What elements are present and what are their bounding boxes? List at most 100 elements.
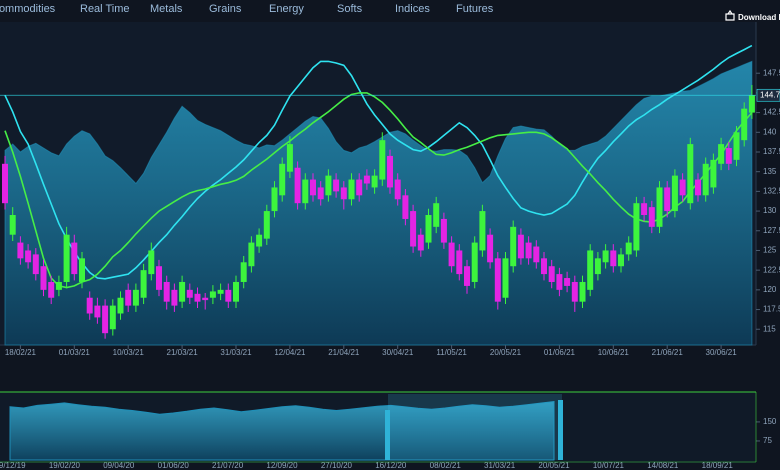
download-icon[interactable]: [725, 9, 735, 21]
candle-body: [217, 289, 224, 294]
y-tick-label: 137.5: [763, 147, 780, 156]
candle-body: [17, 242, 24, 259]
y-tick-label: 127.5: [763, 226, 780, 235]
candle-body: [456, 250, 463, 275]
candle-body: [263, 211, 270, 239]
nav-bar: Commodities Real Time Metals Grains Ener…: [0, 3, 780, 22]
candle-body: [425, 215, 432, 243]
candle-body: [86, 297, 93, 314]
navigator-x-tick-label: 16/12/20: [375, 461, 407, 470]
candle-body: [32, 254, 39, 275]
candle-body: [387, 155, 393, 188]
candle-body: [541, 258, 547, 275]
candle-body: [140, 270, 147, 298]
candle-body: [494, 258, 501, 302]
candle-body: [579, 281, 586, 302]
candle-body: [402, 195, 409, 219]
navigator-x-tick-label: 12/09/20: [266, 461, 298, 470]
candle-body: [2, 163, 8, 204]
x-tick-label: 11/05/21: [436, 348, 467, 357]
x-tick-label: 01/03/21: [59, 348, 91, 357]
y-tick-label: 132.5: [763, 186, 780, 195]
download-link[interactable]: Download Data: [738, 13, 780, 22]
candle-body: [286, 144, 293, 172]
navigator-handle: [385, 410, 390, 460]
candle-body: [679, 179, 686, 196]
x-tick-label: 10/03/21: [113, 348, 145, 357]
y-tick-label: 142.5: [763, 108, 780, 117]
candle-body: [548, 266, 555, 282]
candle-body: [79, 258, 85, 282]
navigator-y-tick-label: 150: [763, 417, 777, 426]
nav-item[interactable]: Metals: [150, 3, 183, 15]
navigator-x-tick-label: 29/12/19: [0, 461, 26, 470]
nav-item[interactable]: Indices: [395, 3, 430, 15]
candle-body: [209, 291, 216, 298]
candle-body: [25, 250, 32, 263]
candle-body: [671, 175, 678, 212]
navigator-x-tick-label: 18/09/21: [702, 461, 734, 470]
candle-body: [618, 254, 624, 267]
candle-body: [379, 140, 386, 180]
candle-body: [371, 175, 378, 188]
candle-body: [148, 250, 155, 275]
x-tick-label: 21/06/21: [652, 348, 684, 357]
candle-body: [464, 266, 470, 286]
x-tick-label: 31/03/21: [220, 348, 252, 357]
y-tick-label: 130: [763, 206, 777, 215]
candle-body: [479, 211, 486, 251]
candle-body: [317, 187, 324, 200]
candle-body: [333, 179, 340, 192]
candle-body: [9, 215, 16, 235]
candle-body: [302, 179, 309, 204]
navigator-area: [9, 401, 555, 461]
x-tick-label: 18/02/21: [5, 348, 37, 357]
y-tick-label: 125: [763, 246, 777, 255]
candle-body: [571, 281, 578, 302]
y-tick-label: 115: [763, 324, 776, 333]
nav-item[interactable]: Real Time: [80, 3, 130, 15]
candle-body: [587, 250, 594, 290]
last-price-label: 144.7: [760, 90, 780, 99]
candle-body: [179, 281, 186, 302]
nav-item[interactable]: Futures: [456, 3, 494, 15]
candle-body: [194, 293, 201, 302]
nav-item[interactable]: Softs: [337, 3, 363, 15]
candle-body: [233, 281, 239, 302]
y-tick-label: 147.5: [763, 68, 780, 77]
candle-body: [687, 144, 694, 204]
moving-average-line: [4, 44, 753, 280]
navigator-x-tick-label: 10/07/21: [593, 461, 625, 470]
navigator-x-tick-label: 20/05/21: [538, 461, 570, 470]
candle-body: [156, 266, 162, 290]
moving-average-line: [4, 92, 753, 289]
candle-body: [55, 281, 62, 290]
nav-item[interactable]: Energy: [269, 3, 304, 15]
candle-body: [348, 179, 355, 200]
navigator-x-tick-label: 09/04/20: [103, 461, 135, 470]
candle-body: [71, 242, 78, 275]
y-tick-label: 122.5: [763, 265, 780, 274]
candle-body: [363, 175, 370, 184]
y-tick-label: 120: [763, 285, 777, 294]
y-tick-label: 117.5: [763, 305, 780, 314]
candle-body: [63, 234, 70, 282]
candle-body: [340, 187, 347, 200]
candle-body: [741, 108, 748, 141]
navigator-x-tick-label: 01/06/20: [158, 461, 190, 470]
candle-body: [448, 242, 455, 267]
x-tick-label: 21/04/21: [328, 348, 360, 357]
y-tick-label: 140: [763, 127, 777, 136]
navigator-x-tick-label: 31/03/21: [484, 461, 516, 470]
candle-body: [648, 207, 655, 227]
candle-body: [471, 242, 478, 282]
candle-body: [279, 163, 286, 196]
x-tick-label: 30/04/21: [382, 348, 414, 357]
x-tick-label: 10/06/21: [598, 348, 630, 357]
nav-item[interactable]: Commodities: [0, 3, 56, 15]
nav-item[interactable]: Grains: [209, 3, 242, 15]
candle-body: [748, 95, 755, 113]
candle-body: [48, 281, 55, 298]
candle-body: [433, 203, 440, 227]
navigator-handle: [558, 400, 563, 460]
